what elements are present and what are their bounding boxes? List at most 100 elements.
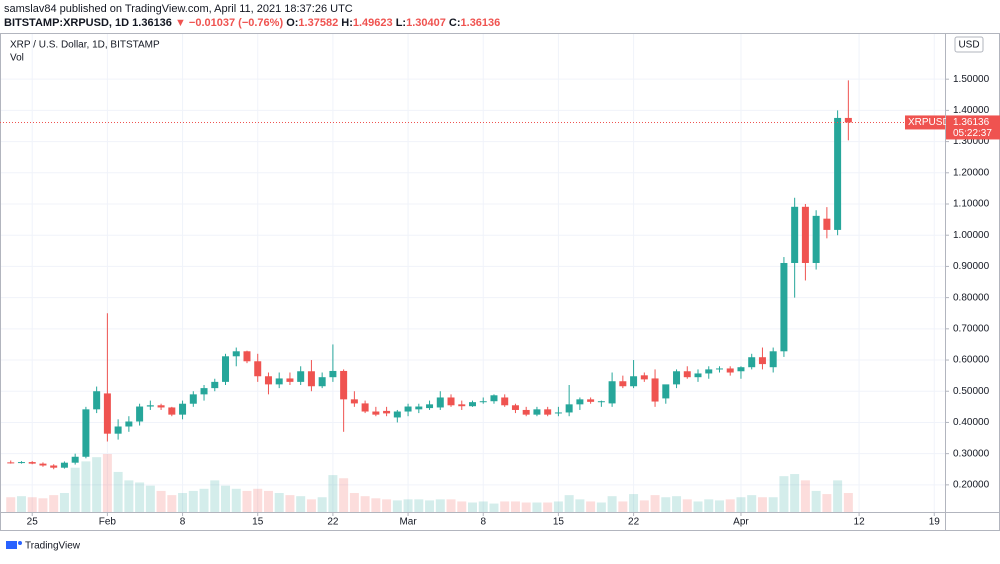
candle-body (17, 462, 25, 464)
volume-bar (672, 496, 682, 512)
candle-body (715, 368, 723, 370)
candles (7, 80, 852, 470)
candle-body (619, 381, 627, 387)
x-tick-label: Feb (99, 517, 117, 528)
candle-body (243, 351, 251, 362)
publisher: samslav84 published on TradingView.com, … (4, 3, 353, 15)
grid (0, 33, 945, 512)
volume-bar (188, 490, 198, 512)
candle-body (587, 399, 595, 402)
candle-body (576, 399, 584, 405)
volume-bar (178, 493, 188, 512)
h-label: H: (341, 17, 353, 29)
x-tick-label: Mar (399, 517, 417, 528)
volume-bar (833, 480, 843, 512)
candle-body (769, 351, 777, 368)
y-tick-label: 0.80000 (953, 292, 990, 303)
volume-bar (285, 495, 295, 512)
candle-body (383, 410, 391, 414)
volume-bar (618, 501, 628, 512)
volume-bar (70, 467, 80, 512)
volume-bar (167, 495, 177, 512)
volume-bar (199, 488, 209, 512)
candle-body (608, 381, 616, 404)
candle-body (340, 370, 348, 400)
l-label: L: (396, 17, 406, 29)
candle-body (748, 357, 756, 368)
candle-body (447, 397, 455, 406)
candle-body (103, 393, 111, 434)
candle-body (350, 399, 358, 404)
symbol-tag-bg (905, 115, 945, 130)
candle-body (157, 405, 165, 408)
candle-body (264, 376, 272, 385)
currency: USD (958, 40, 979, 51)
candle-body (737, 367, 745, 372)
candle-body (329, 370, 337, 378)
logo-mark (6, 541, 17, 549)
x-tick-label: 15 (553, 517, 565, 528)
price-tag: 1.36136 (953, 117, 990, 128)
volume-bar (210, 480, 220, 512)
symbol: BITSTAMP:XRPUSD, 1D (4, 17, 129, 29)
volume-bar (296, 496, 306, 512)
candle-body (544, 409, 552, 415)
candle-body (125, 421, 133, 427)
y-tick-label: 0.60000 (953, 355, 990, 366)
volume-bar (360, 496, 370, 512)
candle-body (844, 117, 852, 123)
volume-bar (242, 490, 252, 512)
candle-body (801, 206, 809, 263)
candle-body (426, 404, 434, 409)
candle-body (791, 206, 799, 263)
volume-bar (435, 499, 445, 512)
volume-bar (263, 490, 273, 512)
l-value: 1.30407 (406, 17, 446, 29)
o-value: 1.37582 (298, 17, 338, 29)
candle-body (533, 409, 541, 415)
candle-body (318, 377, 326, 387)
volume-bar (747, 495, 757, 512)
candle-body (823, 218, 831, 230)
candle-body (372, 411, 380, 415)
volume-bar (736, 497, 746, 512)
currency-box (954, 36, 984, 53)
volume-bar (725, 499, 735, 512)
change: ▼ −0.01037 (−0.76%) (175, 17, 283, 29)
volume-bar (425, 500, 435, 512)
candle-body (222, 356, 230, 382)
volume-bar (661, 497, 671, 512)
volume-bar (145, 485, 155, 512)
candle-body (114, 426, 122, 434)
volume-bar (81, 461, 91, 512)
volume-bar (843, 493, 853, 512)
volume-bar (6, 497, 16, 512)
volume-bar (811, 490, 821, 512)
candle-body (297, 371, 305, 382)
x-tick-label: 25 (27, 517, 39, 528)
candle-body (307, 371, 315, 387)
volume-bar (124, 480, 134, 512)
c-label: C: (449, 17, 461, 29)
x-tick-label: 12 (854, 517, 866, 528)
c-value: 1.36136 (461, 17, 501, 29)
volume-bar (693, 501, 703, 512)
volume-bar (543, 502, 553, 512)
volume-bar (521, 502, 531, 512)
volume-bar (639, 500, 649, 512)
volume-bar (446, 499, 456, 512)
volume-bar (274, 493, 284, 512)
footer: TradingView (6, 541, 81, 552)
volume-bar (478, 501, 488, 512)
volume-bar (221, 485, 231, 512)
candle-body (136, 406, 144, 422)
volume-bar (328, 475, 338, 512)
x-tick-label: 22 (628, 517, 640, 528)
volume-bar (586, 501, 596, 512)
candle-body (479, 401, 487, 403)
candle-body (812, 215, 820, 263)
volume-bar (822, 494, 832, 512)
y-tick-label: 1.10000 (953, 199, 990, 210)
